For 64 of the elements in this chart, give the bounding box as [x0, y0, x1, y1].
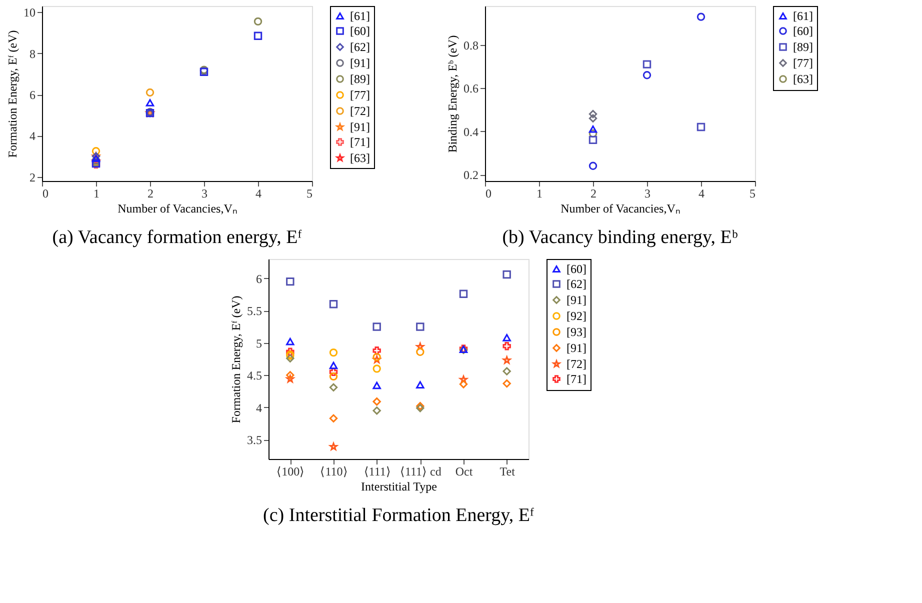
y-tick-label: 0.8: [464, 38, 478, 52]
x-tick-label: Tet: [500, 464, 516, 478]
legend-label: [62]: [566, 277, 586, 291]
legend-label: [63]: [350, 151, 370, 165]
x-tick-label: 2: [148, 186, 154, 200]
legend-label: [61]: [793, 9, 813, 23]
legend-label: [62]: [350, 40, 370, 54]
y-tick-label: 5.5: [247, 304, 262, 318]
legend-label: [91]: [350, 120, 370, 134]
x-tick-label: 2: [590, 186, 596, 200]
text: (a) Vacancy formation energy, Eᶠ: [52, 227, 302, 248]
x-axis-title: Interstitial Type: [361, 480, 437, 494]
y-axis-title: Formation Energy, Eᶠ (eV): [6, 30, 20, 158]
legend-label: [72]: [350, 104, 370, 118]
y-tick-label: 4.5: [247, 368, 262, 383]
legend-label: [91]: [350, 56, 370, 70]
legend-label: [77]: [793, 56, 813, 70]
y-tick-label: 4: [256, 400, 262, 415]
x-tick-label: ⟨110⟩: [320, 464, 348, 478]
y-axis-title: Formation Energy, Eᶠ (eV): [229, 296, 243, 424]
x-tick-label: 0: [486, 186, 492, 200]
x-tick-label: 4: [698, 186, 704, 200]
legend-label: [89]: [350, 72, 370, 86]
x-tick-label: 1: [94, 186, 100, 200]
y-tick-label: 0.6: [464, 82, 478, 96]
x-tick-label: 0: [42, 186, 48, 200]
legend-label: [63]: [793, 72, 813, 86]
x-tick-label: 3: [202, 186, 208, 200]
x-tick-label: 5: [750, 186, 756, 200]
y-tick-label: 0.2: [464, 168, 478, 182]
y-tick-label: 8: [30, 46, 36, 61]
legend-label: [71]: [350, 135, 370, 149]
legend-label: [91]: [566, 341, 586, 355]
y-tick-label: 6: [30, 88, 36, 102]
legend-label: [60]: [350, 24, 370, 38]
x-tick-label: 1: [536, 186, 542, 200]
legend-label: [91]: [566, 293, 586, 307]
y-axis-title: Binding Energy, Eᵇ (eV): [446, 35, 460, 153]
y-tick-label: 10: [24, 6, 36, 20]
legend-label: [92]: [566, 309, 586, 323]
legend-label: [71]: [566, 372, 586, 386]
legend-label: [93]: [566, 325, 586, 339]
x-tick-label: ⟨111⟩ cd: [400, 464, 442, 478]
legend-label: [60]: [566, 262, 586, 276]
legend-label: [77]: [350, 88, 370, 102]
y-tick-label: 6: [256, 272, 262, 286]
x-tick-label: ⟨111⟩: [364, 464, 391, 478]
legend-label: [61]: [350, 9, 370, 23]
y-tick-label: 5: [256, 336, 262, 350]
legend-label: [89]: [793, 40, 813, 54]
text: (b) Vacancy binding energy, Eᵇ: [502, 227, 738, 248]
x-axis-title: Number of Vacancies,Vₙ: [118, 202, 238, 216]
y-tick-label: 2: [30, 170, 36, 184]
x-tick-label: 3: [644, 186, 650, 200]
x-axis-title: Number of Vacancies,Vₙ: [560, 202, 680, 216]
y-tick-label: 3.5: [247, 433, 262, 448]
x-tick-label: ⟨100⟩: [276, 464, 305, 478]
x-tick-label: 5: [306, 186, 312, 200]
legend-label: [72]: [566, 357, 586, 371]
y-tick-label: 4: [30, 129, 36, 144]
legend-label: [60]: [793, 24, 813, 38]
y-tick-label: 0.4: [464, 124, 478, 139]
text: (c) Interstitial Formation Energy, Eᶠ: [263, 505, 534, 526]
x-tick-label: Oct: [455, 464, 474, 478]
